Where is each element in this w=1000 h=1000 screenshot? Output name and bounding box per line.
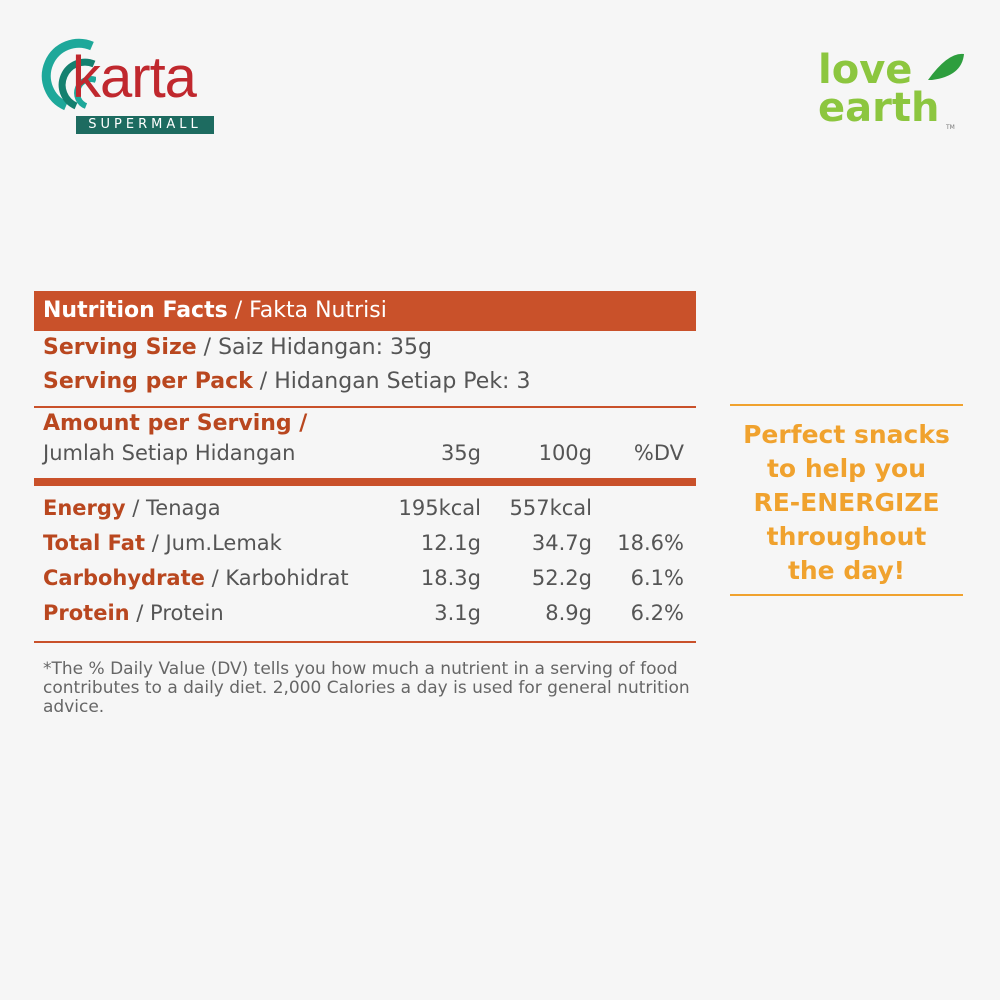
table-row: Energy / Tenaga 195kcal 557kcal (43, 496, 688, 530)
amount-per-serving: Amount per Serving / (43, 411, 308, 436)
wave-arcs-icon (41, 38, 96, 111)
divider (34, 406, 696, 408)
trademark: TM (946, 124, 955, 131)
earth-word: earth (818, 85, 940, 131)
karta-wordmark: karta (72, 45, 197, 110)
leaf-bird-icon (928, 53, 964, 80)
serving-size: Serving Size / Saiz Hidangan: 35g (43, 335, 432, 360)
amount-per-serving-malay: Jumlah Setiap Hidangan (43, 441, 296, 465)
nutrient-malay: / Jum.Lemak (145, 531, 282, 555)
nutrient-malay: / Tenaga (125, 496, 221, 520)
column-header-row: Jumlah Setiap Hidangan 35g 100g %DV (43, 441, 688, 475)
nutrient-name: Energy (43, 496, 126, 520)
table-row: Carbohydrate / Karbohidrat 18.3g 52.2g 6… (43, 566, 688, 600)
nutrition-facts-header: Nutrition Facts / Fakta Nutrisi (34, 291, 696, 331)
serving-per-pack: Serving per Pack / Hidangan Setiap Pek: … (43, 369, 530, 394)
value-dv: 6.2% (630, 601, 684, 625)
tagline-line: RE-ENERGIZE (753, 488, 940, 517)
nutrient-malay: / Protein (129, 601, 224, 625)
serving-pack-value: / Hidangan Setiap Pek: 3 (252, 369, 531, 394)
value-35g: 18.3g (420, 566, 481, 590)
tagline-line: Perfect snacks (743, 420, 950, 449)
supermall-label: SUPERMALL (76, 116, 214, 134)
daily-value-footnote: *The % Daily Value (DV) tells you how mu… (43, 659, 690, 717)
column-dv: %DV (633, 441, 684, 465)
column-100g: 100g (538, 441, 592, 465)
title-rest: / Fakta Nutrisi (227, 298, 387, 323)
serving-pack-label: Serving per Pack (43, 369, 253, 394)
bottom-divider (34, 641, 696, 643)
value-100g: 34.7g (531, 531, 592, 555)
value-100g: 557kcal (509, 496, 593, 520)
love-word: love (818, 47, 913, 93)
table-row: Total Fat / Jum.Lemak 12.1g 34.7g 18.6% (43, 531, 688, 565)
value-dv: 18.6% (617, 531, 684, 555)
value-35g: 12.1g (420, 531, 481, 555)
serving-size-value: / Saiz Hidangan: 35g (196, 335, 432, 360)
value-35g: 195kcal (398, 496, 482, 520)
love-earth-logo: love earth TM (818, 50, 968, 134)
column-35g: 35g (440, 441, 481, 465)
tagline-line: to help you (766, 454, 927, 483)
thick-divider (34, 478, 696, 486)
value-100g: 8.9g (545, 601, 592, 625)
nutrient-name: Total Fat (43, 531, 146, 555)
nutrient-name: Protein (43, 601, 130, 625)
tagline-line: throughout (766, 522, 927, 551)
table-row: Protein / Protein 3.1g 8.9g 6.2% (43, 601, 688, 635)
karta-logo: karta SUPERMALL (36, 36, 216, 134)
serving-size-label: Serving Size (43, 335, 197, 360)
nutrient-name: Carbohydrate (43, 566, 205, 590)
value-35g: 3.1g (434, 601, 481, 625)
title-bold: Nutrition Facts (43, 298, 228, 323)
value-100g: 52.2g (531, 566, 592, 590)
nutrient-malay: / Karbohidrat (204, 566, 349, 590)
tagline-box: Perfect snacks to help you RE-ENERGIZE t… (730, 404, 963, 596)
value-dv: 6.1% (630, 566, 684, 590)
tagline-line: the day! (787, 556, 906, 585)
